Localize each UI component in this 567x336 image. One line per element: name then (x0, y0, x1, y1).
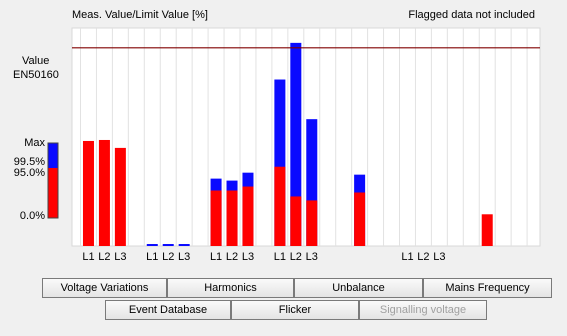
x-tick-label: L3 (242, 251, 254, 263)
x-tick-label: L1 (82, 251, 94, 263)
bar (210, 190, 222, 246)
x-tick-label: L3 (433, 251, 445, 263)
x-tick-label: L2 (226, 251, 238, 263)
bar (274, 79, 286, 246)
plot-area (71, 27, 541, 247)
tab-button[interactable]: Mains Frequency (423, 278, 552, 298)
bar (98, 139, 110, 246)
tab-button[interactable]: Voltage Variations (42, 278, 167, 298)
bar (290, 42, 302, 247)
x-tick-label: L1 (274, 251, 286, 263)
x-tick-label: L1 (146, 251, 158, 263)
bar (481, 214, 493, 246)
legend-label: 95.0% (14, 167, 45, 179)
bar (146, 244, 158, 246)
legend-label: 99.5% (14, 156, 45, 168)
x-tick-label: L3 (306, 251, 318, 263)
note: Flagged data not included (408, 9, 535, 21)
chart-title: Meas. Value/Limit Value [%] (72, 9, 208, 21)
bar (82, 140, 94, 246)
x-tick-label: L1 (401, 251, 413, 263)
limit-label: Value (22, 55, 49, 67)
x-tick-label: L2 (98, 251, 110, 263)
bar (290, 196, 302, 246)
legend-swatch (48, 168, 58, 218)
bar (354, 192, 366, 246)
bar (242, 186, 254, 246)
x-tick-label: L2 (417, 251, 429, 263)
bar (178, 244, 190, 246)
x-tick-label: L3 (114, 251, 126, 263)
bar (114, 147, 126, 246)
x-tick-label: L2 (290, 251, 302, 263)
legend-label: 0.0% (20, 210, 45, 222)
bar (226, 190, 238, 246)
x-tick-label: L3 (178, 251, 190, 263)
tab-button[interactable]: Event Database (105, 300, 231, 320)
legend-label: Max (24, 137, 45, 149)
chart: Meas. Value/Limit Value [%] Flagged data… (13, 9, 541, 263)
tab-button: Signalling voltage (359, 300, 487, 320)
tab-button[interactable]: Harmonics (167, 278, 294, 298)
bar (306, 119, 318, 246)
x-tick-label: L1 (210, 251, 222, 263)
tab-button[interactable]: Unbalance (294, 278, 423, 298)
x-tick-label: L2 (162, 251, 174, 263)
legend-swatch (48, 143, 58, 168)
bar (162, 244, 174, 246)
limit-label: EN50160 (13, 69, 59, 81)
bar (274, 166, 286, 246)
legend-frame (47, 142, 59, 219)
bar (306, 200, 318, 246)
tab-button[interactable]: Flicker (231, 300, 359, 320)
